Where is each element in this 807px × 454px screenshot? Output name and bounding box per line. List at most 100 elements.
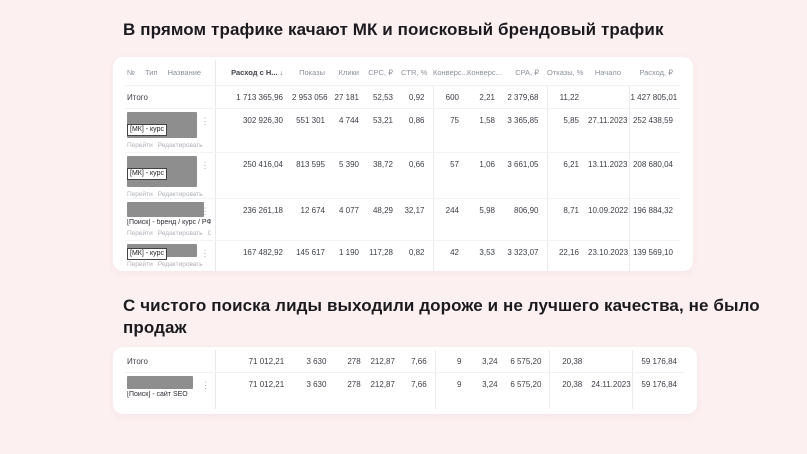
cell-spend-vat: 236 261,18 — [215, 198, 291, 241]
col-bounce-rate[interactable]: Отказы, % — [547, 60, 587, 86]
sort-desc-icon: ↓ — [279, 70, 284, 77]
campaign-tag: [МК] - курс — [127, 248, 167, 260]
col-start-date[interactable]: Начало — [587, 60, 629, 86]
row-menu-icon[interactable]: ⋮ — [200, 160, 210, 170]
cell-conv-rate: 1,58 — [467, 108, 503, 153]
link-edit[interactable]: Редактировать — [157, 261, 203, 268]
campaign-row: [МК] - курс ⋮ Перейти Редактировать 250 4… — [125, 152, 681, 199]
cell-cpa: 3 661,05 — [503, 152, 547, 199]
cell-ctr: 0,66 — [401, 152, 433, 199]
cell-ctr: 0,92 — [401, 85, 433, 109]
header-name-cell[interactable]: № Тип Название — [125, 60, 216, 86]
cell-cpc: 52,53 — [367, 85, 401, 109]
cell-start-date: 10.09.2022 — [587, 198, 629, 241]
col-ctr[interactable]: CTR, % — [401, 60, 433, 86]
cell-spend: 59 176,84 — [632, 350, 685, 373]
col-spend-vat[interactable]: Расход с Н... ↓ — [215, 60, 291, 86]
campaigns-table-card: № Тип Название Расход с Н... ↓ Показы Клики… — [113, 57, 693, 271]
cell-cpc: 53,21 — [367, 108, 401, 153]
link-go[interactable]: Перейти — [127, 142, 153, 149]
cell-start-date: 27.11.2023 — [587, 108, 629, 153]
cell-spend: 208 680,04 — [628, 152, 681, 199]
col-impressions[interactable]: Показы — [291, 60, 333, 86]
seo-table-card: Итого 71 012,21 3 630 278 212,87 7,66 9 … — [113, 347, 697, 414]
cell-impressions: 3 630 — [306, 380, 327, 389]
col-spend[interactable]: Расход, ₽ — [629, 60, 681, 86]
row-menu-icon[interactable]: ⋮ — [200, 206, 210, 216]
cell-start-date — [590, 350, 633, 373]
cell-conv-rate: 3,53 — [479, 248, 495, 257]
cell-spend-vat: 71 012,21 — [248, 380, 285, 389]
cell-cpa: 3 365,85 — [503, 108, 547, 153]
cell-clicks: 278 — [347, 380, 361, 389]
row-menu-icon[interactable]: ⋮ — [200, 248, 210, 258]
slide2-title: С чистого поиска лиды выходили дороже и … — [123, 296, 760, 338]
cell-conversions: 600 — [432, 85, 467, 109]
cell-conv-rate: 3,24 — [469, 350, 506, 373]
cell-ctr: 0,82 — [408, 248, 425, 257]
link-edit[interactable]: Редактировать — [157, 142, 203, 149]
row-actions: Перейти Редактировать — [127, 261, 211, 268]
cell-spend-vat: 250 416,04 — [215, 152, 291, 199]
campaigns-table: № Тип Название Расход с Н... ↓ Показы Клики… — [125, 60, 681, 271]
link-edit[interactable]: Редактировать — [157, 230, 203, 237]
cell-cpa: 3 323,07 — [507, 248, 539, 257]
cell-conv-rate: 5,98 — [467, 198, 503, 241]
cell-impressions: 145 617 — [296, 248, 325, 257]
cell-spend-vat: 71 012,21 — [215, 350, 293, 373]
link-go[interactable]: Перейти — [127, 230, 153, 237]
cell-clicks: 4 077 — [333, 198, 367, 241]
cell-start-date: 23.10.2023 — [588, 248, 629, 257]
cell-impressions: 551 301 — [291, 108, 333, 153]
link-go[interactable]: Перейти — [127, 261, 153, 268]
cell-impressions: 12 674 — [291, 198, 333, 241]
cell-cpc: 212,87 — [370, 380, 395, 389]
cell-bounce-rate: 11,22 — [546, 85, 587, 109]
col-spend-vat-label: Расход с Н... — [231, 68, 278, 77]
cell-conversions: 57 — [432, 152, 467, 199]
cell-start-date: 13.11.2023 — [587, 152, 629, 199]
table-header-row: № Тип Название Расход с Н... ↓ Показы Клики… — [125, 60, 681, 86]
cell-bounce-rate: 20,38 — [549, 350, 591, 373]
cell-cpc: 38,72 — [367, 152, 401, 199]
link-go[interactable]: Перейти — [127, 191, 153, 198]
col-number: № — [127, 68, 136, 77]
cell-conversions: 244 — [432, 198, 467, 241]
cell-impressions: 3 630 — [292, 350, 335, 373]
cell-clicks: 4 744 — [333, 108, 367, 153]
cell-clicks: 27 181 — [333, 85, 367, 109]
cell-cpa: 6 575,20 — [510, 380, 542, 389]
campaign-name-cell: ⋮ [Поиск] - сайт SEO — [125, 372, 217, 409]
campaign-name: [Поиск] - сайт SEO — [127, 391, 188, 398]
seo-table: Итого 71 012,21 3 630 278 212,87 7,66 9 … — [125, 350, 685, 409]
cell-bounce-rate: 6,21 — [546, 152, 587, 199]
col-conv-rate[interactable]: Конверс... — [467, 60, 503, 86]
col-conversions[interactable]: Конверс... — [433, 60, 468, 86]
col-cpc[interactable]: CPC, ₽ — [367, 60, 401, 86]
cell-start-date: 24.11.2023 — [591, 380, 631, 389]
campaign-tag: [МК] - курс — [127, 124, 167, 136]
link-stats[interactable]: Статист — [208, 230, 211, 237]
campaign-row: [МК] - курс ⋮ Перейти Редактировать 167 4… — [125, 240, 681, 271]
cell-ctr: 7,66 — [402, 350, 436, 373]
row-menu-icon[interactable]: ⋮ — [201, 380, 211, 390]
cell-bounce-rate: 22,16 — [546, 240, 587, 271]
row-actions: Перейти Редактировать — [127, 191, 211, 198]
campaign-name-cell: ⋮ [Поиск] - бренд / курс / РФ Перейти Ред… — [125, 198, 216, 241]
redacted-name-block — [127, 202, 204, 217]
cell-cpc: 117,28 — [369, 248, 393, 257]
cell-ctr: 32,17 — [401, 198, 433, 241]
campaign-name: [Поиск] - бренд / курс / РФ — [127, 219, 211, 226]
cell-spend: 59 176,84 — [632, 372, 685, 409]
link-edit[interactable]: Редактировать — [157, 191, 203, 198]
col-cpa[interactable]: CPA, ₽ — [503, 60, 547, 86]
col-clicks[interactable]: Клики — [333, 60, 367, 86]
campaign-row: ⋮ [Поиск] - бренд / курс / РФ Перейти Ред… — [125, 198, 681, 241]
row-menu-icon[interactable]: ⋮ — [200, 116, 210, 126]
cell-cpa: 806,90 — [503, 198, 547, 241]
cell-cpc: 48,29 — [367, 198, 401, 241]
cell-clicks: 5 390 — [333, 152, 367, 199]
campaign-row: [МК] - курс ⋮ Перейти Редактировать 302 9… — [125, 108, 681, 153]
cell-conv-rate: 1,06 — [467, 152, 503, 199]
